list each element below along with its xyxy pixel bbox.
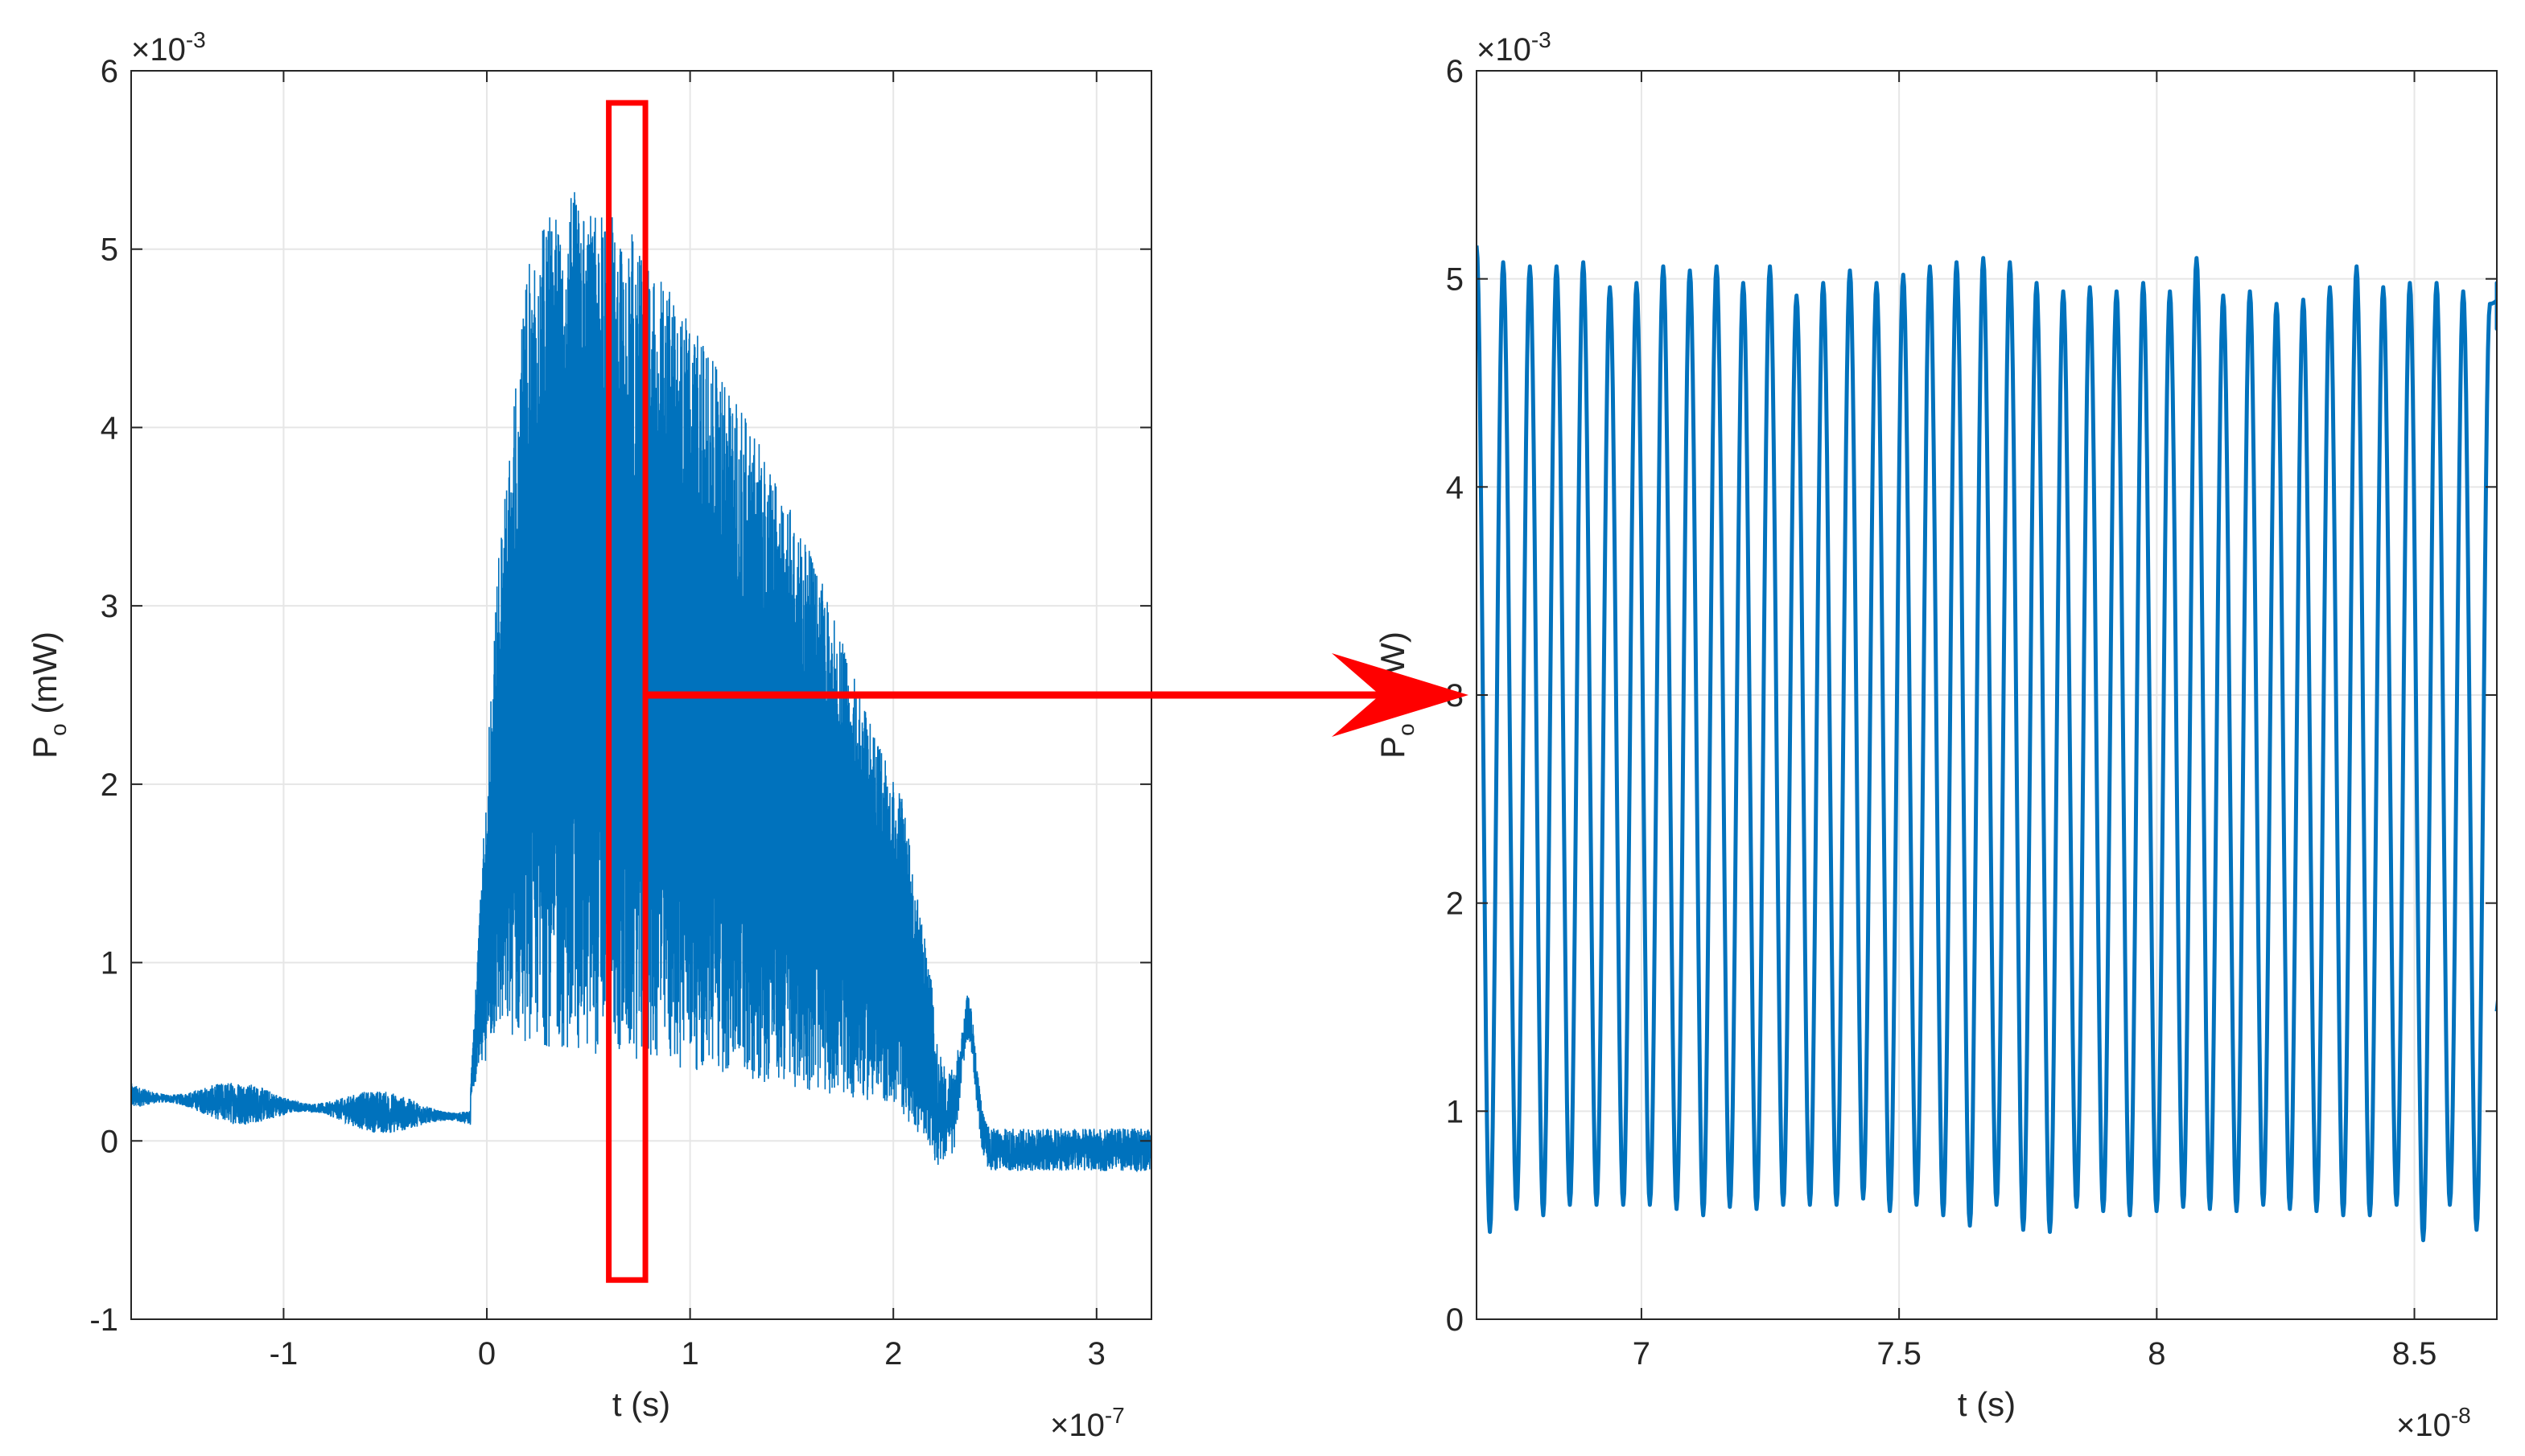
x-tick-label: 3 xyxy=(1088,1336,1106,1372)
x-tick-label: 7.5 xyxy=(1876,1336,1922,1372)
x-tick-label: 1 xyxy=(681,1336,698,1372)
x-exponent-left: ×10-7 xyxy=(1050,1403,1125,1443)
x-axis-label-right: t (s) xyxy=(1958,1385,2016,1423)
y-tick-label: 6 xyxy=(101,54,118,89)
axes-right xyxy=(1476,70,2498,1320)
x-axis-label-left: t (s) xyxy=(612,1385,670,1423)
x-tick-label: 8 xyxy=(2148,1336,2165,1372)
x-exponent-base-right: ×10 xyxy=(2396,1408,2451,1443)
y-axis-label-sub-right: o xyxy=(1394,723,1419,736)
y-axis-label-main-left: P xyxy=(26,736,64,759)
x-exponent-base-left: ×10 xyxy=(1050,1408,1105,1443)
y-axis-label-main-right: P xyxy=(1374,736,1411,759)
y-axis-label-unit-left: (mW) xyxy=(26,631,64,723)
y-axis-label-left: Po (mW) xyxy=(26,631,71,759)
series-line-left xyxy=(131,191,1151,1173)
series-right xyxy=(1477,245,2497,1243)
x-exponent-right: ×10-8 xyxy=(2396,1403,2471,1443)
y-tick-label: 4 xyxy=(101,410,118,446)
zoom-annotation xyxy=(606,100,1468,1283)
y-tick-label: 3 xyxy=(101,589,118,624)
chart-right: 77.588.50123456 ×10-3 ×10-8 t (s) Po (mW… xyxy=(1374,27,2498,1443)
y-axis-label-sub-left: o xyxy=(46,723,71,736)
series-left xyxy=(131,191,1151,1173)
y-exponent-base-left: ×10 xyxy=(131,32,186,68)
y-exponent-base-right: ×10 xyxy=(1477,32,1531,68)
tick-labels-left: -1 0 1 2 3 -1 0 1 2 3 4 5 6 xyxy=(89,54,1106,1372)
y-tick-label: 5 xyxy=(1446,262,1464,298)
axes-box xyxy=(1476,70,2498,1320)
y-exponent-value-left: -3 xyxy=(186,27,206,52)
y-exponent-value-right: -3 xyxy=(1531,27,1551,52)
y-tick-label: -1 xyxy=(89,1302,118,1338)
zoom-box xyxy=(606,100,649,1283)
x-tick-label: 2 xyxy=(884,1336,902,1372)
y-tick-label: 1 xyxy=(1446,1094,1464,1129)
x-tick-label: 8.5 xyxy=(2392,1336,2437,1372)
x-exponent-value-right: -8 xyxy=(2451,1403,2471,1428)
x-tick-label: 0 xyxy=(478,1336,496,1372)
y-exponent-left: ×10-3 xyxy=(131,27,206,68)
y-tick-label: 0 xyxy=(101,1124,118,1159)
y-tick-label: 4 xyxy=(1446,470,1464,505)
y-tick-label: 0 xyxy=(1446,1302,1464,1338)
tick-labels-right: 77.588.50123456 xyxy=(1446,54,2437,1372)
y-tick-label: 2 xyxy=(101,767,118,803)
y-tick-label: 6 xyxy=(1446,54,1464,89)
series-line-right xyxy=(1477,245,2497,1243)
x-tick-label: -1 xyxy=(270,1336,299,1372)
y-exponent-right: ×10-3 xyxy=(1477,27,1551,68)
y-tick-label: 2 xyxy=(1446,886,1464,922)
x-exponent-value-left: -7 xyxy=(1105,1403,1125,1428)
y-tick-label: 1 xyxy=(101,946,118,981)
x-tick-label: 7 xyxy=(1633,1336,1650,1372)
zoom-arrow-head xyxy=(1332,653,1468,737)
y-tick-label: 5 xyxy=(101,232,118,268)
